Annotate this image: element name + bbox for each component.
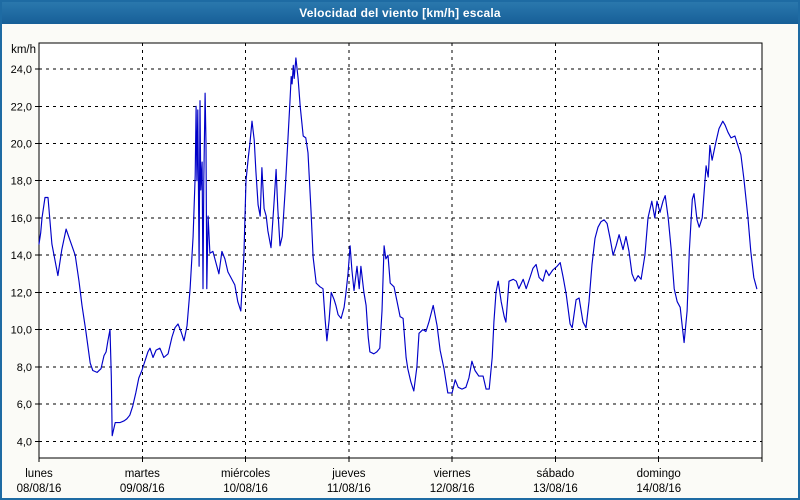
x-date-label: 10/08/16 (223, 483, 268, 495)
x-day-label: viernes (434, 468, 471, 480)
x-day-label: sábado (537, 468, 575, 480)
y-tick-label: 20,0 (11, 138, 32, 150)
x-day-label: martes (125, 468, 160, 480)
y-tick-label: 24,0 (11, 64, 32, 76)
y-tick-label: 14,0 (11, 250, 32, 262)
x-day-label: lunes (25, 468, 53, 480)
y-tick-label: 4,0 (17, 436, 32, 448)
x-date-label: 12/08/16 (430, 483, 475, 495)
x-date-label: 14/08/16 (636, 483, 681, 495)
plot-background (39, 43, 762, 458)
y-tick-label: 22,0 (11, 101, 32, 113)
x-date-label: 13/08/16 (533, 483, 578, 495)
x-date-label: 11/08/16 (327, 483, 371, 495)
x-date-label: 09/08/16 (120, 483, 165, 495)
y-tick-label: 10,0 (11, 325, 32, 337)
y-tick-label: 8,0 (17, 362, 32, 374)
title-bar: Velocidad del viento [km/h] escala (2, 2, 798, 24)
x-date-label: 08/08/16 (17, 483, 62, 495)
y-tick-label: 12,0 (11, 287, 32, 299)
plot-frame (38, 42, 763, 459)
wind-speed-line (38, 57, 758, 437)
y-tick-label: 18,0 (11, 176, 32, 188)
x-day-label: jueves (331, 468, 365, 480)
y-axis-unit-label: km/h (11, 44, 36, 56)
y-tick-label: 6,0 (17, 399, 32, 411)
x-day-label: domingo (637, 468, 681, 480)
y-tick-label: 16,0 (11, 213, 32, 225)
x-day-label: miércoles (221, 468, 270, 480)
window-title: Velocidad del viento [km/h] escala (299, 6, 501, 20)
